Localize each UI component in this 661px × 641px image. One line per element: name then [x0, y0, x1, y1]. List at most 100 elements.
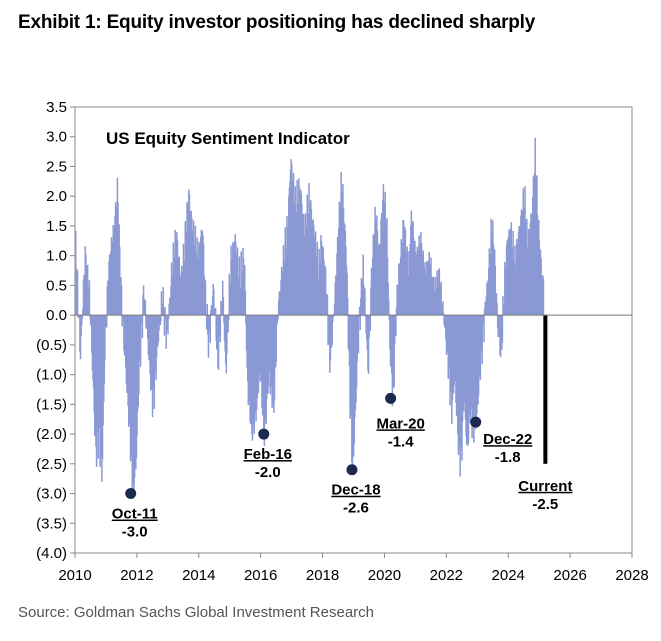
source-note: Source: Goldman Sachs Global Investment …: [18, 604, 375, 621]
sentiment-bar: [435, 288, 437, 316]
highlight-marker: [385, 392, 397, 404]
sentiment-bar: [163, 307, 165, 316]
sentiment-bar: [161, 303, 163, 316]
y-tick-label: (4.0): [36, 545, 67, 562]
sentiment-bar: [370, 267, 373, 316]
highlight-marker: [470, 416, 482, 428]
sentiment-bar: [105, 315, 108, 328]
sentiment-bar: [160, 315, 162, 322]
exhibit-title: Exhibit 1: Equity investor positioning h…: [18, 12, 536, 33]
sentiment-bar: [438, 268, 441, 316]
x-tick-label: 2014: [182, 567, 215, 584]
y-tick-label: (0.5): [36, 337, 67, 354]
sentiment-bar: [144, 300, 147, 316]
sentiment-bar: [494, 265, 497, 316]
sentiment-bar: [357, 315, 360, 354]
highlight-value-label: -1.4: [388, 433, 415, 450]
sentiment-bar: [160, 291, 163, 316]
x-tick-label: 2028: [615, 567, 648, 584]
x-tick-label: 2026: [553, 567, 586, 584]
sentiment-bar: [367, 315, 370, 374]
y-tick-label: (1.0): [36, 367, 67, 384]
sentiment-bar: [360, 278, 363, 316]
sentiment-bar: [244, 265, 246, 316]
sentiment-bar: [442, 312, 445, 316]
sentiment-bar: [388, 299, 390, 316]
sentiment-bar: [316, 241, 319, 316]
sentiment-bar: [496, 303, 498, 316]
sentiment-bar: [393, 315, 395, 388]
sentiment-bar: [162, 287, 164, 316]
highlight-value-label: -2.6: [343, 500, 369, 517]
sentiment-bar: [142, 285, 145, 316]
sentiment-bar: [222, 296, 225, 316]
annotation-layer: Oct-11-3.0 Feb-16-2.0 Dec-18-2.6 Mar-20-1.4…: [112, 392, 572, 541]
sentiment-bar: [424, 274, 427, 316]
sentiment-bar: [213, 308, 216, 316]
sentiment-bar: [81, 315, 84, 319]
x-tick-label: 2010: [58, 567, 91, 584]
sentiment-bar: [436, 277, 439, 316]
y-tick-label: 2.0: [46, 188, 67, 205]
sentiment-bar: [76, 270, 79, 316]
sentiment-bar: [501, 315, 504, 343]
sentiment-bar: [440, 281, 442, 316]
sentiment-bar: [104, 315, 106, 361]
plot-frame: [74, 106, 633, 554]
sentiment-bar: [88, 280, 91, 316]
sentiment-bar: [204, 280, 207, 316]
y-tick-label: (3.5): [36, 515, 67, 532]
sentiment-bar: [445, 315, 448, 355]
sentiment-bar: [216, 315, 218, 350]
sentiment-bar: [244, 291, 247, 316]
x-tick-label: 2020: [368, 567, 401, 584]
y-tick-label: (2.5): [36, 456, 67, 473]
sentiment-bar: [217, 315, 220, 371]
sentiment-bar: [121, 315, 123, 327]
sentiment-bar: [275, 315, 278, 363]
sentiment-bar: [207, 315, 210, 358]
highlight-value-label: -2.0: [255, 464, 281, 481]
y-tick-label: (2.0): [36, 426, 67, 443]
bars-layer: [75, 137, 548, 499]
highlight-marker: [258, 428, 270, 440]
sentiment-bar: [364, 288, 366, 316]
sentiment-bar: [226, 315, 228, 354]
sentiment-bar: [358, 306, 361, 316]
sentiment-bar: [481, 315, 483, 365]
sentiment-bar: [75, 230, 77, 316]
y-tick-label: 1.0: [46, 248, 67, 265]
highlight-date-label: Oct-11: [112, 506, 158, 523]
y-tick-label: 1.5: [46, 218, 67, 235]
sentiment-bar: [395, 315, 397, 336]
sentiment-bar: [120, 285, 123, 316]
current-label: Current: [518, 478, 572, 495]
sentiment-bar: [542, 278, 545, 316]
sentiment-bar: [214, 308, 217, 316]
sentiment-bar: [206, 303, 209, 316]
sentiment-bar: [326, 295, 329, 316]
sentiment-bar: [359, 315, 361, 330]
sentiment-bar: [369, 315, 372, 331]
highlight-marker: [346, 464, 358, 476]
sentiment-bar: [362, 254, 364, 316]
x-tick-label: 2024: [492, 567, 525, 584]
sentiment-bar: [443, 315, 446, 328]
x-tick-label: 2012: [120, 567, 153, 584]
sentiment-bar: [331, 315, 333, 345]
current-value-label: -2.5: [532, 496, 558, 513]
sentiment-bar: [483, 315, 485, 343]
y-tick-label: (3.0): [36, 486, 67, 503]
sentiment-bar: [368, 315, 370, 338]
sentiment-bar: [393, 315, 396, 345]
sentiment-bar: [227, 315, 230, 321]
sentiment-bar: [164, 307, 166, 316]
highlight-marker: [125, 488, 137, 500]
highlight-value-label: -1.8: [495, 449, 521, 466]
sentiment-bar: [346, 298, 349, 316]
y-tick-label: 3.0: [46, 129, 67, 146]
sentiment-bar: [238, 256, 241, 316]
sentiment-bar: [329, 315, 332, 361]
sentiment-bar: [442, 301, 444, 316]
